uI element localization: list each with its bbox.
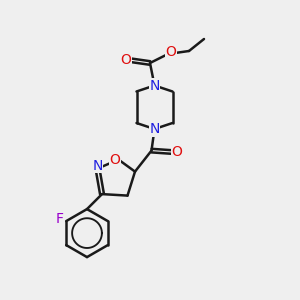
Text: O: O [171,145,182,159]
Text: N: N [92,159,103,172]
Text: N: N [149,122,160,136]
Text: O: O [166,45,176,58]
Text: O: O [110,153,120,166]
Text: O: O [120,53,131,67]
Text: N: N [149,79,160,92]
Text: F: F [56,212,64,226]
